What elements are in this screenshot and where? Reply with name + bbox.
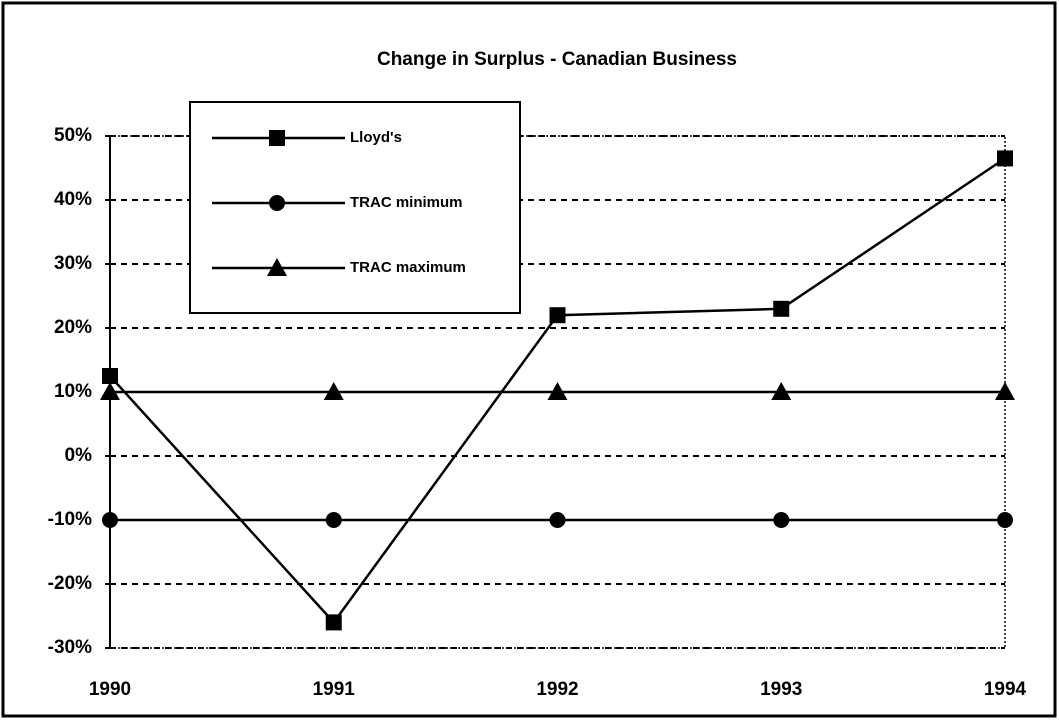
data-point [773,512,790,528]
y-tick-label: 10% [54,381,92,402]
data-point [997,150,1013,167]
y-tick-label: -20% [48,573,92,594]
data-point [997,512,1013,528]
x-tick-label: 1990 [89,679,131,700]
legend-label: TRAC minimum [350,194,463,211]
data-point [549,512,566,528]
data-point [773,300,790,317]
data-point [100,382,120,400]
x-tick-label: 1994 [984,679,1027,700]
x-tick-label: 1992 [536,679,578,700]
data-point [102,368,118,384]
x-tick-label: 1991 [313,679,356,700]
y-tick-label: 0% [65,445,93,466]
data-point [771,382,792,400]
data-point [323,382,344,400]
legend-marker [269,195,285,211]
legend-marker [269,130,285,146]
data-point [995,382,1015,400]
data-point [549,307,566,324]
y-tick-label: 50% [54,125,92,146]
legend [189,101,521,314]
y-tick-label: 20% [54,317,92,338]
data-point [325,614,342,631]
y-tick-label: -10% [48,509,92,530]
y-tick-label: 40% [54,189,92,210]
data-point [325,512,342,528]
x-tick-label: 1993 [760,679,802,700]
y-tick-label: -30% [48,637,92,658]
chart-title: Change in Surplus - Canadian Business [377,49,737,70]
y-tick-label: 30% [54,253,92,274]
data-point [547,382,568,400]
legend-label: Lloyd's [350,129,402,146]
legend-marker [267,258,287,276]
legend-label: TRAC maximum [350,259,466,276]
data-point [102,512,118,528]
